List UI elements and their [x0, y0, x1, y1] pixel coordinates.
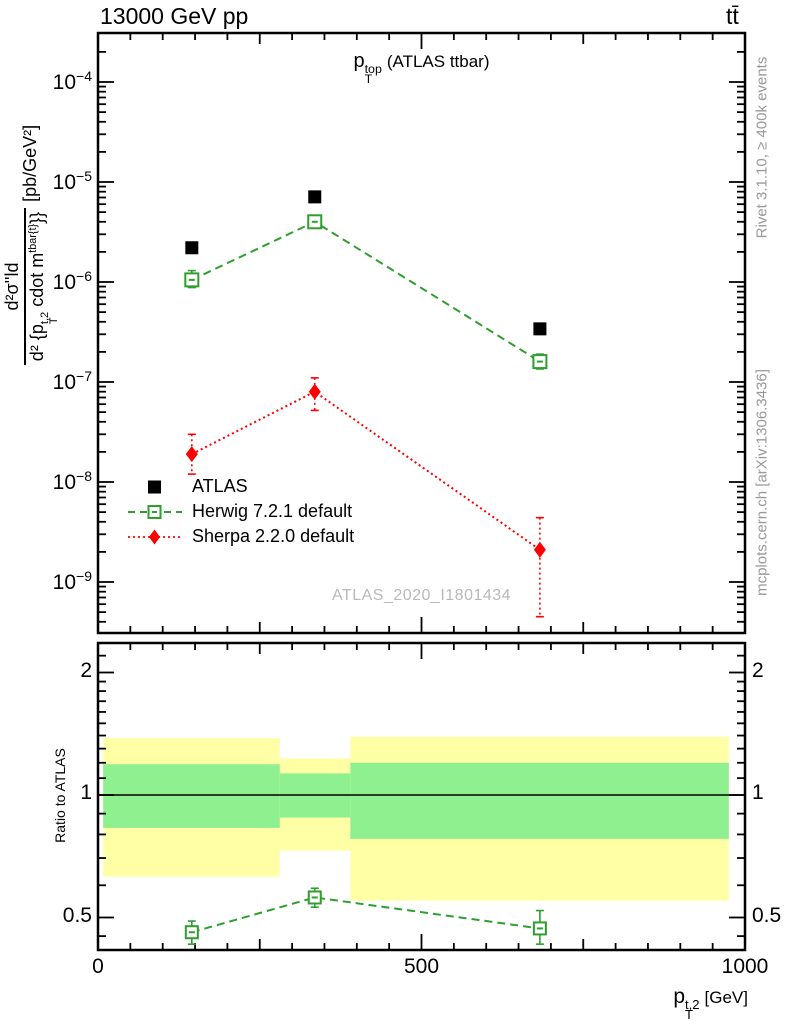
process-title: tt̄	[726, 3, 739, 29]
y-tick-label: 10−4	[52, 68, 92, 94]
sherpa-data-point	[185, 446, 198, 463]
ratio-tick-label-right: 0.5	[752, 903, 782, 927]
beam-energy-title: 13000 GeV pp	[100, 3, 249, 29]
rivet-version-note: Rivet 3.1.10, ≥ 400k events	[753, 56, 771, 239]
ratio-uncertainty-bands	[103, 736, 729, 901]
analysis-id-watermark: ATLAS_2020_I1801434	[331, 587, 512, 604]
legend: ATLAS Herwig 7.2.1 default Sherpa 2.2.0 …	[128, 474, 354, 549]
ratio-tick-label-left: 0.5	[62, 903, 92, 927]
x-tick-label: 0	[92, 955, 104, 978]
ratio-tick-label-left: 1	[80, 781, 92, 804]
x-axis-label: p t,2 T [GeV]	[673, 985, 748, 1023]
sherpa-data-point	[308, 383, 321, 400]
sherpa-series	[185, 377, 546, 618]
atlas-data-point	[308, 190, 322, 204]
y-tick-label: 10−8	[52, 468, 92, 494]
atlas-marker-icon	[148, 480, 161, 493]
atlas-data-point	[533, 322, 547, 336]
axis-ticks	[97, 34, 746, 949]
observable-title: p top T (ATLAS ttbar)	[98, 50, 745, 86]
observable-superscript: top	[364, 61, 382, 76]
herwig-series	[184, 214, 548, 370]
ratio-tick-label-right: 2	[752, 658, 764, 682]
ratio-panel-frame	[96, 641, 747, 952]
y-tick-label: 10−6	[52, 268, 92, 294]
main-panel-frame	[96, 31, 747, 635]
x-tick-label: 500	[403, 955, 440, 978]
herwig-marker-icon	[128, 504, 182, 519]
legend-label: ATLAS	[192, 476, 248, 496]
x-tick-label: 1000	[721, 955, 769, 978]
y-tick-label: 10−9	[52, 568, 92, 594]
legend-item-herwig: Herwig 7.2.1 default	[128, 499, 354, 524]
sherpa-data-point	[533, 541, 546, 558]
observable-analysis: (ATLAS ttbar)	[386, 52, 490, 71]
legend-label: Sherpa 2.2.0 default	[192, 526, 355, 546]
observable-symbol: p	[353, 50, 365, 72]
sherpa-marker-icon	[128, 529, 182, 544]
atlas-series	[185, 190, 547, 336]
y-axis-numerator: d²σ''ld	[1, 262, 22, 311]
y-tick-label: 10−5	[52, 168, 92, 194]
ratio-tick-label-right: 1	[752, 781, 764, 804]
ratio-herwig-series	[184, 887, 547, 945]
ratio-tick-label-left: 2	[80, 658, 92, 682]
legend-item-sherpa: Sherpa 2.2.0 default	[128, 524, 354, 549]
legend-item-atlas: ATLAS	[128, 474, 354, 499]
legend-label: Herwig 7.2.1 default	[192, 501, 353, 521]
atlas-data-point	[185, 241, 199, 255]
mcplots-reference-note: mcplots.cern.ch [arXiv:1306.3436]	[753, 369, 771, 596]
observable-subscript: T	[364, 71, 373, 86]
y-tick-label: 10−7	[52, 368, 92, 394]
